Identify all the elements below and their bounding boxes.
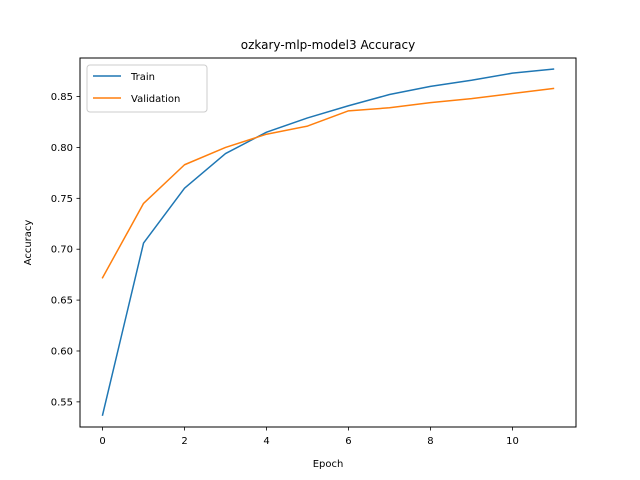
legend-label-train: Train xyxy=(130,72,155,83)
x-tick-label: 6 xyxy=(345,436,351,447)
x-axis-label: Epoch xyxy=(313,459,344,470)
plot-area xyxy=(79,57,577,428)
y-tick-label: 0.60 xyxy=(51,346,73,357)
y-axis-label: Accuracy xyxy=(23,220,34,266)
legend: Train Validation xyxy=(86,64,208,113)
chart-title: ozkary-mlp-model3 Accuracy xyxy=(241,38,415,52)
legend-label-validation: Validation xyxy=(131,94,180,105)
y-axis-ticks: 0.55 0.60 0.65 0.70 0.75 0.80 0.85 xyxy=(51,92,80,408)
series-layer xyxy=(101,68,555,416)
axes-frame xyxy=(79,57,577,428)
y-tick-label: 0.70 xyxy=(51,245,73,256)
x-axis-ticks: 0 2 4 6 8 10 xyxy=(99,427,519,447)
series-line-validation xyxy=(101,87,555,279)
y-tick-label: 0.80 xyxy=(51,143,73,154)
y-tick-label: 0.85 xyxy=(51,92,73,103)
y-tick-label: 0.75 xyxy=(51,194,73,205)
x-tick-label: 10 xyxy=(506,436,519,447)
y-tick-label: 0.55 xyxy=(51,397,73,408)
x-tick-label: 8 xyxy=(427,436,433,447)
x-tick-label: 2 xyxy=(181,436,187,447)
y-tick-label: 0.65 xyxy=(51,296,73,307)
x-tick-label: 0 xyxy=(99,436,105,447)
x-tick-label: 4 xyxy=(263,436,269,447)
series-line-train xyxy=(101,68,555,416)
